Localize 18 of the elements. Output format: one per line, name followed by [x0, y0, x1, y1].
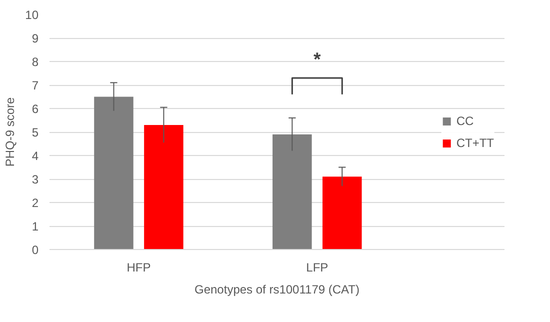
annotation: *: [314, 48, 322, 70]
y-tick-label: 3: [32, 172, 39, 186]
x-axis-title: Genotypes of rs1001179 (CAT): [194, 282, 360, 296]
y-tick-label: 10: [25, 8, 39, 22]
y-tick-label: 1: [32, 220, 39, 234]
x-tick-label: LFP: [306, 260, 328, 274]
y-tick-label: 2: [32, 196, 39, 210]
y-tick-label: 9: [32, 32, 39, 46]
legend-label: CT+TT: [456, 136, 494, 150]
y-tick-label: 8: [32, 55, 39, 69]
y-tick-label: 6: [32, 102, 39, 116]
legend-label: CC: [456, 114, 475, 128]
y-tick-label: 7: [32, 78, 39, 92]
y-tick-label: 0: [32, 243, 39, 257]
y-tick-label: 4: [32, 149, 39, 163]
y-axis-title: PHQ-9 score: [3, 97, 18, 167]
y-tick-label: 5: [32, 126, 39, 140]
x-tick-label: HFP: [126, 260, 151, 274]
